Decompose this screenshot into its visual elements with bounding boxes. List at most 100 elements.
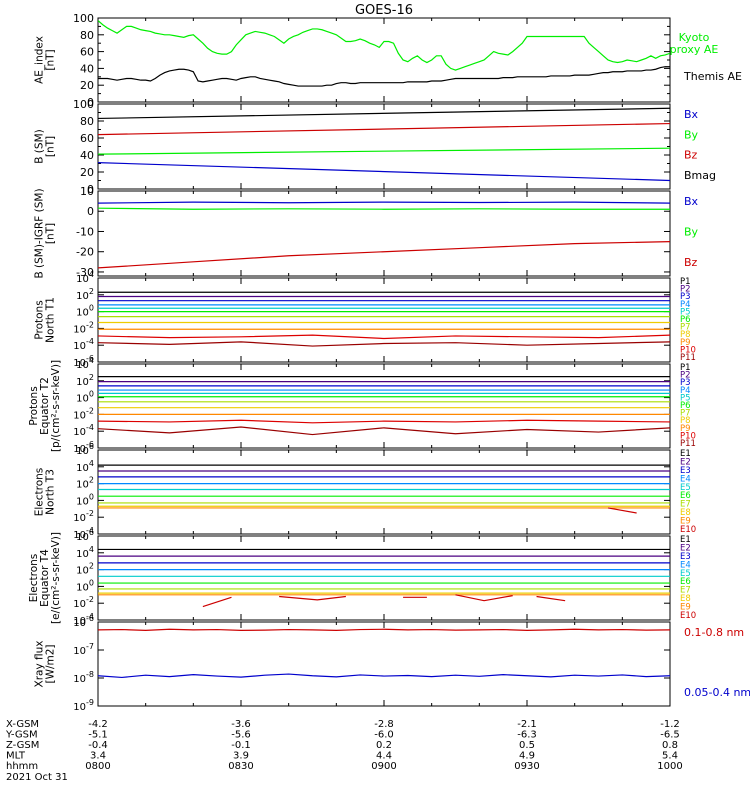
- series-line-0-1-0-8-nm: [98, 629, 670, 630]
- x-tick-value: -6.0: [374, 730, 394, 741]
- x-tick-value: 4.4: [376, 751, 392, 762]
- legend-e10: E10: [680, 525, 696, 535]
- y-axis-label: [nT]: [45, 223, 57, 244]
- series-line-0-05-0-4-nm: [98, 674, 670, 677]
- y-tick-label: 10-7: [73, 642, 94, 657]
- y-tick-label: 100: [76, 578, 94, 593]
- y-tick-label: 100: [76, 390, 94, 405]
- series-line-by: [98, 148, 670, 154]
- series-line-bz: [98, 124, 670, 135]
- legend-bz: Bz: [684, 149, 698, 162]
- y-tick-label: 10-2: [73, 509, 94, 524]
- series-group: [98, 292, 670, 346]
- y-tick-label: 10-2: [73, 406, 94, 421]
- panel-frame: [98, 622, 670, 706]
- series-line-p11: [98, 342, 670, 346]
- y-tick-label: 100: [76, 304, 94, 319]
- series-segment-e10: [456, 595, 513, 601]
- series-segment-e10: [537, 596, 566, 600]
- y-tick-label: 10-9: [73, 698, 94, 713]
- x-tick-value: 3.9: [233, 751, 249, 762]
- series-segment-e10: [608, 508, 637, 513]
- x-tick-value: -5.6: [231, 730, 251, 741]
- x-tick-value: -2.1: [517, 719, 537, 730]
- x-row-label: hhmm: [6, 761, 38, 772]
- y-tick-label: 104: [76, 545, 94, 560]
- y-tick-label: 10-4: [73, 423, 94, 438]
- date-label: 2021 Oct 31: [6, 772, 68, 783]
- series-group: [98, 21, 670, 87]
- legend-bmag: Bmag: [684, 169, 716, 182]
- legend-bx: Bx: [684, 195, 699, 208]
- y-tick-label: 102: [76, 287, 94, 302]
- y-tick-label: 10-2: [73, 320, 94, 335]
- series-group: [98, 202, 670, 268]
- series-segment-e10: [203, 597, 232, 606]
- chart-title: GOES-16: [355, 3, 413, 18]
- x-tick-value: -4.2: [88, 719, 108, 730]
- y-tick-label: 100: [76, 492, 94, 507]
- y-tick-label: 102: [76, 373, 94, 388]
- y-axis-label: [nT]: [45, 136, 57, 157]
- x-tick-value: -0.1: [231, 740, 251, 751]
- y-axis-label: [p/(cm²-s-sr-keV)]: [50, 360, 62, 452]
- y-tick-label: 0: [87, 205, 94, 218]
- panel-frame: [98, 450, 670, 534]
- x-tick-value: -6.5: [660, 730, 680, 741]
- y-tick-label: 60: [80, 46, 94, 59]
- x-row-label: Y-GSM: [5, 730, 38, 741]
- x-tick-value: 0.8: [662, 740, 678, 751]
- legend-kyoto-proxy-ae: proxy AE: [670, 43, 719, 56]
- series-line-p11: [98, 427, 670, 435]
- series-line-bx: [98, 202, 670, 203]
- x-tick-value: 0930: [514, 761, 539, 772]
- y-tick-label: -20: [76, 246, 94, 259]
- y-tick-label: 20: [80, 79, 94, 92]
- legend-0-1-0-8-nm: 0.1-0.8 nm: [684, 626, 744, 639]
- legend-bz: Bz: [684, 256, 698, 269]
- y-axis-label: [W/m2]: [45, 644, 57, 683]
- series-line-themis-ae: [98, 67, 670, 86]
- y-tick-label: 10-4: [73, 337, 94, 352]
- y-tick-label: 10: [80, 185, 94, 198]
- x-tick-value: 3.4: [90, 751, 106, 762]
- y-axis-label: [e/(cm²-s-sr-keV)]: [50, 532, 62, 624]
- y-tick-label: 10-2: [73, 595, 94, 610]
- series-group: [98, 377, 670, 435]
- legend-bx: Bx: [684, 108, 699, 121]
- x-row-label: X-GSM: [6, 719, 39, 730]
- panel-frame: [98, 191, 670, 276]
- y-tick-label: 100: [73, 12, 94, 25]
- x-tick-value: -6.3: [517, 730, 537, 741]
- y-tick-label: -10: [76, 225, 94, 238]
- legend-themis-ae: Themis AE: [683, 70, 742, 83]
- y-tick-label: 40: [80, 149, 94, 162]
- y-tick-label: 102: [76, 476, 94, 491]
- legend-p11: P11: [680, 439, 696, 449]
- x-tick-value: -0.4: [88, 740, 108, 751]
- y-tick-label: 100: [73, 98, 94, 111]
- y-tick-label: 104: [76, 459, 94, 474]
- y-tick-label: 60: [80, 132, 94, 145]
- x-row-label: MLT: [6, 751, 26, 762]
- y-tick-label: 80: [80, 29, 94, 42]
- series-line-p10: [98, 420, 670, 423]
- x-tick-value: -5.1: [88, 730, 108, 741]
- y-tick-label: 10-8: [73, 670, 94, 685]
- y-tick-label: 40: [80, 62, 94, 75]
- y-axis-label: North T3: [45, 469, 57, 515]
- y-tick-label: 102: [76, 562, 94, 577]
- legend-by: By: [684, 226, 699, 239]
- legend-by: By: [684, 128, 699, 141]
- x-tick-value: 0900: [371, 761, 396, 772]
- series-line-bx: [98, 163, 670, 181]
- series-group: [98, 108, 670, 180]
